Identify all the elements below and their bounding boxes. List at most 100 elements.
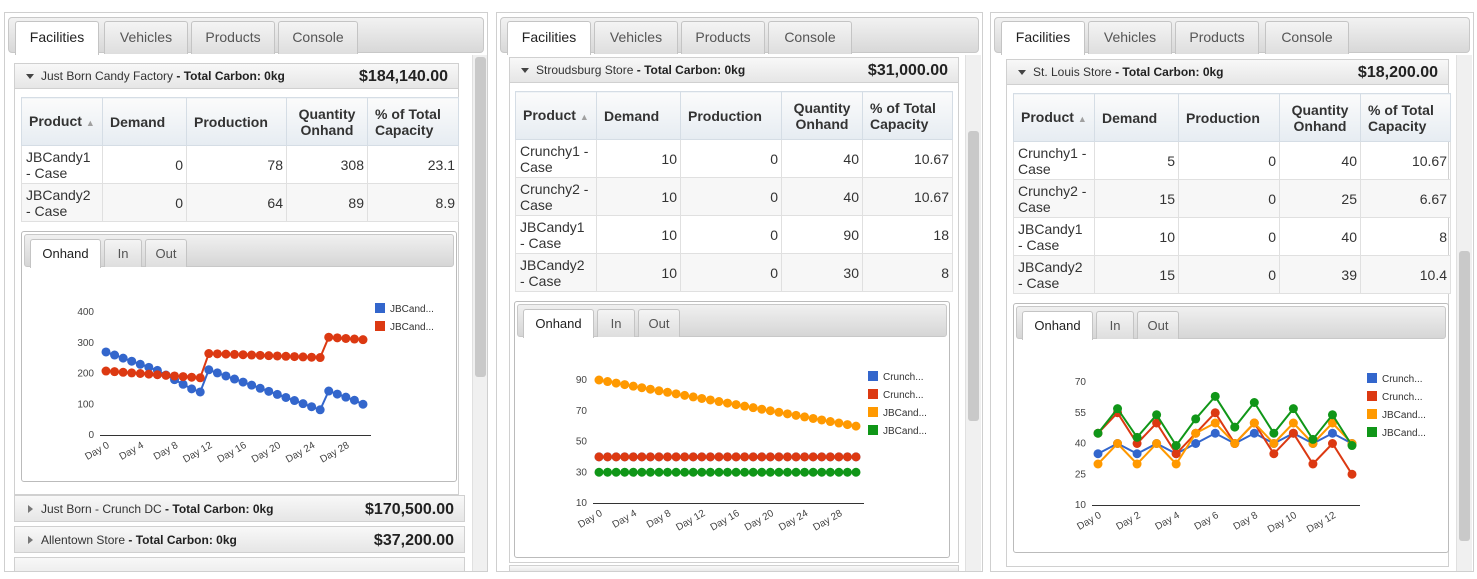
cell-demand: 0 — [102, 145, 187, 184]
column-header-onhand[interactable]: Quantity Onhand — [1279, 93, 1361, 142]
vertical-scrollbar[interactable] — [472, 55, 487, 571]
data-point — [272, 351, 282, 361]
data-point — [800, 412, 810, 422]
chart-tab-in[interactable]: In — [597, 309, 635, 337]
tab-console[interactable]: Console — [278, 21, 358, 54]
data-point — [774, 452, 784, 462]
data-point — [628, 467, 638, 477]
data-point — [740, 452, 750, 462]
vertical-scrollbar[interactable] — [965, 55, 981, 571]
y-tick-label: 55 — [1075, 408, 1087, 419]
data-point — [298, 352, 308, 362]
facility-header-expanded[interactable]: Just Born Candy Factory - Total Carbon: … — [14, 63, 459, 89]
column-header-demand[interactable]: Demand — [596, 91, 681, 140]
scrollbar-thumb[interactable] — [475, 57, 486, 377]
tab-console[interactable]: Console — [1265, 21, 1349, 54]
facility-amount: $37,200.00 — [373, 532, 454, 549]
x-tick-label: Day 28 — [318, 440, 351, 466]
data-point — [110, 350, 120, 360]
facility-header-collapsed[interactable]: Just Born - Crunch DC - Total Carbon: 0k… — [14, 495, 465, 522]
chart-tab-in[interactable]: In — [1096, 311, 1134, 339]
table-row[interactable]: JBCandy1 - Case 10 0 90 18 — [515, 215, 953, 254]
tab-products[interactable]: Products — [191, 21, 275, 54]
data-point — [825, 417, 835, 427]
x-tick-label: Day 16 — [216, 440, 249, 466]
column-header-production[interactable]: Production — [680, 91, 782, 140]
facility-title: St. Louis Store - Total Carbon: 0kg — [1033, 60, 1224, 84]
column-header-production[interactable]: Production — [1178, 93, 1280, 142]
table-row[interactable]: JBCandy2 - Case 15 0 39 10.4 — [1013, 255, 1451, 294]
chart-tab-out[interactable]: Out — [638, 309, 680, 337]
column-header-onhand[interactable]: Quantity Onhand — [286, 97, 368, 146]
column-header-capacity[interactable]: % of Total Capacity — [1360, 93, 1451, 142]
column-header-production[interactable]: Production — [186, 97, 287, 146]
tab-facilities[interactable]: Facilities — [1001, 21, 1085, 55]
scrollbar-thumb[interactable] — [968, 131, 979, 421]
vertical-scrollbar[interactable] — [1456, 55, 1472, 571]
chart-tab-onhand[interactable]: Onhand — [30, 239, 101, 268]
data-point — [611, 452, 621, 462]
data-point — [178, 372, 188, 382]
facility-header-expanded[interactable]: Stroudsburg Store - Total Carbon: 0kg $3… — [509, 57, 959, 83]
table-row[interactable]: Crunchy2 - Case 10 0 40 10.67 — [515, 177, 953, 216]
facility-header-collapsed-partial[interactable] — [509, 565, 959, 571]
data-point — [740, 467, 750, 477]
chart-tab-out[interactable]: Out — [1137, 311, 1179, 339]
x-tick-label: Day 16 — [709, 508, 742, 534]
data-point — [152, 370, 162, 380]
data-point — [688, 467, 698, 477]
tab-facilities[interactable]: Facilities — [15, 21, 99, 55]
column-header-product[interactable]: Product ▲ — [21, 97, 103, 146]
column-header-demand[interactable]: Demand — [1094, 93, 1179, 142]
chart-tab-onhand[interactable]: Onhand — [1022, 311, 1093, 340]
data-point — [765, 452, 775, 462]
table-row[interactable]: JBCandy1 - Case 10 0 40 8 — [1013, 217, 1451, 256]
table-row[interactable]: Crunchy1 - Case 5 0 40 10.67 — [1013, 141, 1451, 180]
data-point — [1288, 418, 1298, 428]
data-point — [714, 467, 724, 477]
tab-products[interactable]: Products — [1175, 21, 1259, 54]
table-row[interactable]: Crunchy2 - Case 15 0 25 6.67 — [1013, 179, 1451, 218]
table-row[interactable]: JBCandy1 - Case 0 78 308 23.1 — [21, 145, 459, 184]
data-point — [842, 420, 852, 430]
column-header-capacity[interactable]: % of Total Capacity — [367, 97, 459, 146]
data-point — [1210, 408, 1220, 418]
cell-capacity: 10.67 — [862, 177, 953, 216]
facility-amount: $184,140.00 — [359, 68, 448, 85]
facility-header-collapsed-partial[interactable] — [14, 557, 465, 571]
data-point — [1269, 428, 1279, 438]
facility-header-expanded[interactable]: St. Louis Store - Total Carbon: 0kg $18,… — [1006, 59, 1449, 85]
column-header-onhand[interactable]: Quantity Onhand — [781, 91, 863, 140]
tab-vehicles[interactable]: Vehicles — [594, 21, 678, 54]
column-header-product[interactable]: Product ▲ — [1013, 93, 1095, 142]
tab-facilities[interactable]: Facilities — [507, 21, 591, 55]
facility-panel-1: Facilities Vehicles Products Console Jus… — [4, 12, 488, 572]
chart-tab-in[interactable]: In — [104, 239, 142, 267]
tab-vehicles[interactable]: Vehicles — [104, 21, 188, 54]
scrollbar-thumb[interactable] — [1459, 251, 1470, 541]
data-point — [324, 332, 334, 342]
table-row[interactable]: Crunchy1 - Case 10 0 40 10.67 — [515, 139, 953, 178]
chart-tab-bar: Onhand In Out — [24, 234, 454, 268]
facility-header-collapsed[interactable]: Allentown Store - Total Carbon: 0kg $37,… — [14, 526, 465, 553]
table-row[interactable]: JBCandy2 - Case 0 64 89 8.9 — [21, 183, 459, 222]
cell-onhand: 39 — [1279, 255, 1361, 294]
tab-products[interactable]: Products — [681, 21, 765, 54]
table-row[interactable]: JBCandy2 - Case 10 0 30 8 — [515, 253, 953, 292]
legend-swatch — [1367, 427, 1377, 437]
column-header-product[interactable]: Product ▲ — [515, 91, 597, 140]
facility-panel-3: Facilities Vehicles Products Console St.… — [990, 12, 1474, 572]
data-point — [663, 387, 673, 397]
column-header-label: Product — [1021, 108, 1074, 125]
tab-vehicles[interactable]: Vehicles — [1088, 21, 1172, 54]
data-point — [247, 380, 257, 390]
data-point — [1171, 441, 1181, 451]
tab-console[interactable]: Console — [768, 21, 852, 54]
data-point — [765, 467, 775, 477]
data-point — [688, 452, 698, 462]
chart-tab-onhand[interactable]: Onhand — [523, 309, 594, 338]
column-header-capacity[interactable]: % of Total Capacity — [862, 91, 953, 140]
column-header-demand[interactable]: Demand — [102, 97, 187, 146]
chart-tab-out[interactable]: Out — [145, 239, 187, 267]
data-point — [637, 467, 647, 477]
